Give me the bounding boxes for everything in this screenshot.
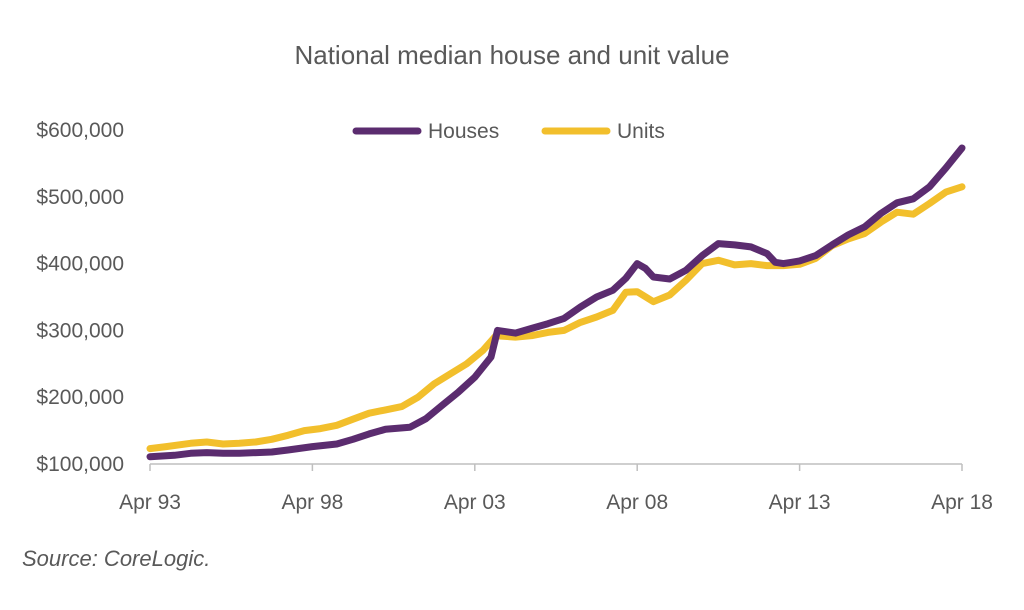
x-axis: Apr 93 Apr 98 Apr 03 Apr 08 Apr 13 Apr 18 bbox=[119, 463, 993, 514]
legend: Houses Units bbox=[352, 120, 665, 143]
chart-title: National median house and unit value bbox=[294, 40, 730, 70]
x-tick-label: Apr 18 bbox=[931, 491, 993, 514]
y-tick-label: $600,000 bbox=[36, 119, 124, 142]
y-tick-label: $100,000 bbox=[36, 453, 124, 476]
series-lines bbox=[146, 144, 966, 461]
source-note: Source: CoreLogic. bbox=[22, 546, 211, 571]
x-tick-label: Apr 03 bbox=[444, 491, 506, 514]
legend-label-units: Units bbox=[617, 120, 665, 143]
legend-label-houses: Houses bbox=[428, 120, 499, 143]
y-tick-label: $300,000 bbox=[36, 319, 124, 342]
x-tick-label: Apr 98 bbox=[281, 491, 343, 514]
y-axis-ticks: $100,000 $200,000 $300,000 $400,000 $500,000… bbox=[36, 119, 124, 476]
series-line-houses bbox=[146, 144, 966, 461]
x-tick-label: Apr 13 bbox=[769, 491, 831, 514]
y-tick-label: $500,000 bbox=[36, 186, 124, 209]
x-tick-label: Apr 93 bbox=[119, 491, 181, 514]
y-tick-label: $200,000 bbox=[36, 386, 124, 409]
x-tick-label: Apr 08 bbox=[606, 491, 668, 514]
y-tick-label: $400,000 bbox=[36, 253, 124, 276]
